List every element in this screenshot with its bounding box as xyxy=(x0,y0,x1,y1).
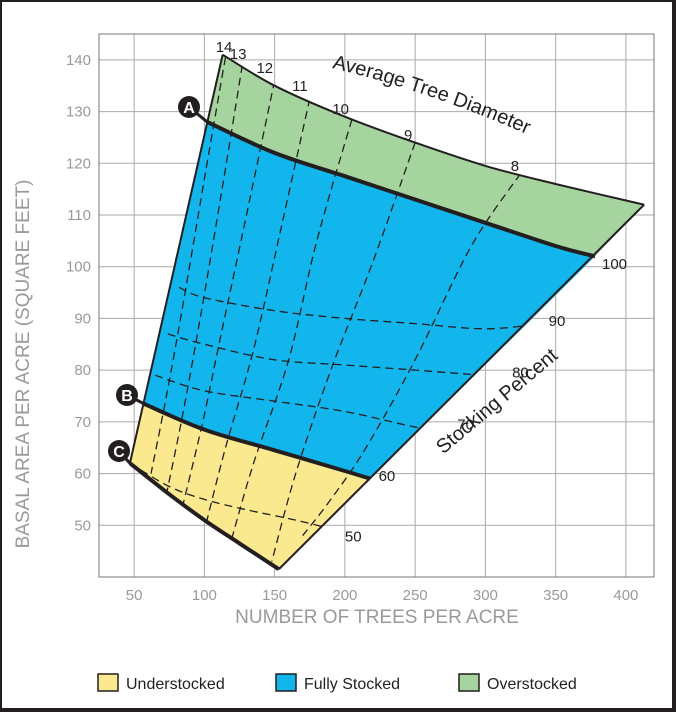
marker-c-label: C xyxy=(113,444,125,461)
stocking-percent-line xyxy=(129,462,339,532)
understocked-area xyxy=(129,403,371,570)
diameter-value-label: 11 xyxy=(292,78,308,95)
diameter-line xyxy=(302,173,522,537)
y-tick-label: 120 xyxy=(66,155,91,172)
marker-b-circle xyxy=(116,384,138,406)
y-tick-label: 70 xyxy=(74,414,91,431)
marker-a-label: A xyxy=(183,100,195,117)
x-tick-label: 400 xyxy=(613,587,638,604)
right-boundary xyxy=(278,203,645,570)
legend-swatch xyxy=(458,673,480,692)
fully-stocked-area xyxy=(144,121,595,479)
x-tick-label: 150 xyxy=(262,587,287,604)
legend-label: Fully Stocked xyxy=(304,676,400,693)
y-axis-label: BASAL AREA PER ACRE (SQUARE FEET) xyxy=(13,180,34,549)
diameter-line xyxy=(203,98,311,531)
stocking-percent-label: 70 xyxy=(457,416,474,433)
stocking-percent-label: 80 xyxy=(512,365,529,382)
legend: Understocked Fully Stocked Overstocked xyxy=(97,673,577,693)
y-tick-label: 100 xyxy=(66,259,91,276)
diameter-value-label: 10 xyxy=(332,101,349,118)
diameter-line xyxy=(165,64,243,495)
stocking-percent-label: 50 xyxy=(345,529,362,546)
legend-swatch xyxy=(97,673,119,692)
x-tick-label: 100 xyxy=(192,587,217,604)
x-tick-labels: 50 100 150 200 250 300 350 400 xyxy=(126,587,639,604)
curve-b xyxy=(143,401,371,481)
y-tick-labels: 50 60 70 80 90 100 110 120 130 140 xyxy=(66,52,91,534)
curve-a xyxy=(206,120,596,259)
legend-swatch xyxy=(275,673,297,692)
dashed-guide-lines xyxy=(129,57,542,562)
plot-border xyxy=(98,33,655,578)
stocking-percent-line xyxy=(155,374,451,433)
y-tick-label: 50 xyxy=(74,517,91,534)
diameter-value-label: 13 xyxy=(230,46,247,63)
y-tick-label: 90 xyxy=(74,310,91,327)
y-tick-label: 110 xyxy=(67,207,91,224)
y-tick-label: 60 xyxy=(74,466,91,483)
x-tick-label: 50 xyxy=(126,587,143,604)
marker-b-label: B xyxy=(121,388,133,405)
diameter-value-label: 8 xyxy=(511,158,519,175)
x-tick-label: 200 xyxy=(332,587,357,604)
x-tick-label: 350 xyxy=(543,587,568,604)
legend-label: Overstocked xyxy=(487,676,577,693)
curve-markers: A B C xyxy=(108,96,209,465)
diameter-line xyxy=(179,80,276,516)
x-tick-label: 300 xyxy=(473,587,498,604)
y-tick-label: 140 xyxy=(66,52,91,69)
diameter-line xyxy=(229,119,353,547)
marker-c-circle xyxy=(108,440,130,462)
x-tick-label: 250 xyxy=(403,587,428,604)
diameter-value-label: 12 xyxy=(256,60,273,77)
top-boundary xyxy=(222,53,645,206)
stocking-percent-label: 90 xyxy=(549,313,566,330)
stocking-percent-label: 100 xyxy=(602,256,627,273)
diameter-value-label: 9 xyxy=(404,127,412,144)
region-outlines xyxy=(128,53,645,571)
x-axis-label: NUMBER OF TREES PER ACRE xyxy=(235,607,519,628)
curve-c xyxy=(128,461,280,571)
diameter-value-label: 14 xyxy=(216,39,233,56)
marker-a-circle xyxy=(178,96,200,118)
stocking-percent-label: 60 xyxy=(379,468,396,485)
y-tick-label: 80 xyxy=(74,362,91,379)
y-tick-label: 130 xyxy=(66,104,91,121)
legend-label: Understocked xyxy=(126,676,225,693)
